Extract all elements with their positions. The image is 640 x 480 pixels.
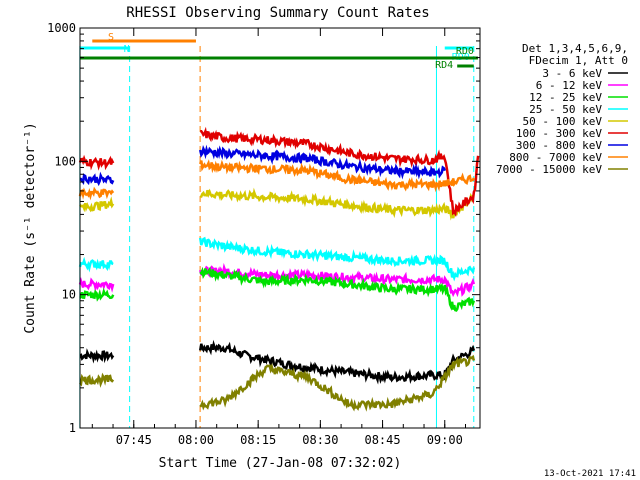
x-axis-label: Start Time (27-Jan-08 07:32:02) xyxy=(159,456,402,471)
series-line xyxy=(199,266,476,312)
x-tick-label: 07:45 xyxy=(116,433,152,447)
legend-entry-label: 3 - 6 keV xyxy=(542,67,602,80)
flag-bar-label: RD0 xyxy=(456,46,474,57)
legend-entry-label: 800 - 7000 keV xyxy=(509,151,602,164)
series-line xyxy=(198,339,476,385)
legend-entry-label: 25 - 50 keV xyxy=(529,103,602,116)
y-tick-label: 1 xyxy=(69,421,76,435)
x-tick-label: 08:45 xyxy=(364,433,400,447)
series-line xyxy=(200,126,480,218)
series-line xyxy=(78,186,115,201)
axes: 07:45 08:00 08:15 08:30 08:45 09:00 1 10 100 1000 xyxy=(47,21,480,447)
footer-timestamp: 13-Oct-2021 17:41 xyxy=(544,469,636,479)
legend-entry-label: 300 - 800 keV xyxy=(516,139,602,152)
y-axis-label: Count Rate (s⁻¹ detector⁻¹) xyxy=(23,122,38,333)
series-line xyxy=(199,187,475,221)
series-line xyxy=(199,354,476,412)
flag-bar-label: RD4 xyxy=(435,60,453,71)
legend-entry-label: 50 - 100 keV xyxy=(523,115,603,128)
series-line xyxy=(79,287,115,302)
x-tick-label: 08:30 xyxy=(302,433,338,447)
y-tick-label: 1000 xyxy=(47,21,76,35)
series-line xyxy=(78,277,115,293)
plot-frame xyxy=(79,27,481,429)
x-tick-label: 08:00 xyxy=(178,433,214,447)
flag-bars: SNRD0RD0RD4 xyxy=(79,32,478,71)
series-line xyxy=(79,196,115,213)
legend-entry-label: 100 - 300 keV xyxy=(516,127,602,140)
legend-entry-label: 6 - 12 keV xyxy=(536,79,603,92)
x-tick-label: 09:00 xyxy=(427,433,463,447)
flag-bar-label: S xyxy=(108,32,114,43)
series-line xyxy=(198,236,476,282)
series-line xyxy=(199,159,476,193)
series-line xyxy=(198,144,447,180)
legend: Det 1,3,4,5,6,9,FDecim 1, Att 03 - 6 keV… xyxy=(496,42,628,176)
y-tick-label: 100 xyxy=(54,154,76,168)
legend-entry-label: 12 - 25 keV xyxy=(529,91,602,104)
x-tick-label: 08:15 xyxy=(240,433,276,447)
chart-title: RHESSI Observing Summary Count Rates xyxy=(126,5,429,21)
plot-area xyxy=(78,46,480,428)
y-tick-label: 10 xyxy=(62,288,76,302)
series-line xyxy=(79,348,115,364)
series-line xyxy=(79,171,115,187)
series-line xyxy=(79,372,115,388)
series-line xyxy=(78,256,114,273)
flag-bar-label: N xyxy=(124,44,130,55)
legend-entry-label: 7000 - 15000 keV xyxy=(496,163,602,176)
legend-header: FDecim 1, Att 0 xyxy=(529,54,628,67)
legend-header: Det 1,3,4,5,6,9, xyxy=(522,42,628,55)
